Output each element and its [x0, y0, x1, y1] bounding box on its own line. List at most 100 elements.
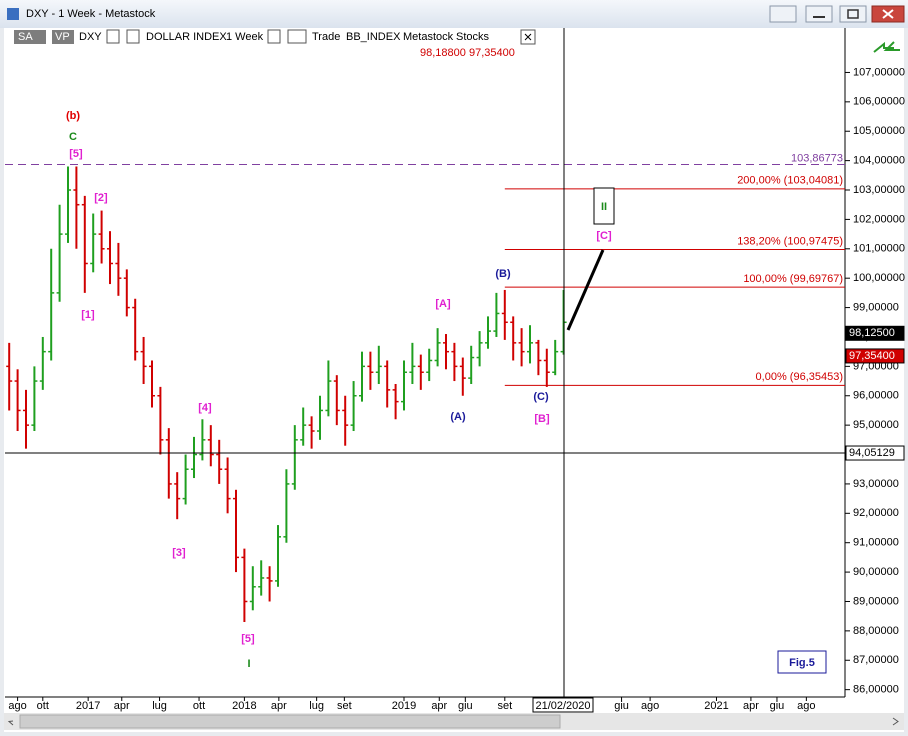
- x-tick-label: apr: [271, 700, 287, 712]
- wave-label: (A): [450, 411, 466, 423]
- y-tick-label: 103,00000: [853, 184, 905, 196]
- trade-icon[interactable]: [873, 41, 900, 53]
- x-tick-label: apr: [431, 700, 447, 712]
- sa-button[interactable]: [14, 30, 46, 44]
- maximize-icon: [847, 9, 859, 19]
- x-tick-label: set: [497, 700, 512, 712]
- price-marker-label: 98,12500: [849, 327, 895, 339]
- sa-label: SA: [18, 31, 33, 43]
- minimize-button[interactable]: [805, 5, 833, 23]
- y-tick-label: 93,00000: [853, 478, 899, 490]
- y-tick-label: 107,00000: [853, 66, 905, 78]
- title-bar: [0, 0, 908, 28]
- quote-ask: 97,35400: [469, 47, 515, 59]
- plot-area: [5, 164, 845, 623]
- refresh-dropdown[interactable]: [287, 29, 307, 44]
- wave-label: (C): [533, 391, 549, 403]
- y-tick-label: 95,00000: [853, 419, 899, 431]
- y-tick-label: 104,00000: [853, 155, 905, 167]
- y-tick-label: 102,00000: [853, 213, 905, 225]
- cursor-date-box: [532, 697, 594, 713]
- vendor: Metastock: [403, 31, 454, 43]
- wave-box: [593, 187, 615, 225]
- wave-label: C: [69, 131, 77, 143]
- wave-label: [4]: [198, 402, 212, 414]
- wave-label: (B): [495, 268, 511, 280]
- y-tick-label: 99,00000: [853, 301, 899, 313]
- close-symbol-icon: [524, 33, 532, 41]
- wave-label: II: [601, 201, 607, 213]
- x-tick-label: 2019: [392, 700, 416, 712]
- y-tick-label: 105,00000: [853, 125, 905, 137]
- source: BB_INDEX: [346, 31, 401, 43]
- x-tick-label: ago: [641, 700, 659, 712]
- projection-line: [566, 249, 605, 331]
- price-marker: [845, 445, 905, 461]
- x-tick-label: ago: [8, 700, 26, 712]
- wave-label: [5]: [241, 633, 255, 645]
- fib-label: 100,00% (99,69767): [743, 273, 843, 285]
- level-label: 103,86773: [791, 152, 843, 164]
- y-tick-label: 92,00000: [853, 507, 899, 519]
- y-tick-label: 91,00000: [853, 537, 899, 549]
- wave-label: [3]: [172, 547, 186, 559]
- symbol-dropdown[interactable]: [106, 29, 120, 44]
- quote-bid: 98,18800: [420, 47, 466, 59]
- restore-button[interactable]: [769, 5, 797, 23]
- x-tick-label: ago: [797, 700, 815, 712]
- compare-dropdown[interactable]: [126, 29, 140, 44]
- wave-label: I: [247, 658, 250, 670]
- wave-label: [B]: [534, 413, 550, 425]
- app-icon: [7, 8, 19, 20]
- wave-label: (b): [66, 110, 80, 122]
- y-tick-label: 88,00000: [853, 625, 899, 637]
- scroll-thumb[interactable]: [19, 714, 561, 729]
- toolbar: SA VP DXY DOLLAR INDEX 1 Week Trade BB_I…: [14, 29, 900, 59]
- x-tick-label: 2018: [232, 700, 256, 712]
- x-tick-label: ott: [193, 700, 205, 712]
- symbol: DXY: [79, 31, 102, 43]
- period: 1 Week: [226, 31, 264, 43]
- y-tick-label: 87,00000: [853, 654, 899, 666]
- price-marker: [845, 325, 905, 341]
- period-dropdown[interactable]: [267, 29, 281, 44]
- x-tick-label: giu: [614, 700, 629, 712]
- scroll-right[interactable]: [892, 717, 899, 726]
- x-tick-label: apr: [743, 700, 759, 712]
- scrollbar[interactable]: [4, 713, 904, 730]
- y-tick-label: 106,00000: [853, 96, 905, 108]
- instrument-kind: Stocks: [456, 31, 490, 43]
- close-icon: [882, 9, 894, 19]
- x-tick-label: set: [337, 700, 352, 712]
- window-buttons[interactable]: [769, 5, 905, 23]
- vp-button[interactable]: [52, 30, 74, 44]
- wave-label: [5]: [69, 148, 83, 160]
- y-tick-label: 100,00000: [853, 272, 905, 284]
- x-tick-label: lug: [309, 700, 324, 712]
- vp-label: VP: [55, 31, 70, 43]
- wave-label: [2]: [94, 192, 108, 204]
- y-tick-label: 90,00000: [853, 566, 899, 578]
- cursor-date: 21/02/2020: [535, 700, 590, 712]
- x-tick-label: ott: [37, 700, 49, 712]
- x-tick-label: giu: [770, 700, 785, 712]
- x-tick-label: lug: [152, 700, 167, 712]
- fib-label: 138,20% (100,97475): [737, 235, 843, 247]
- price-marker-label: 97,35400: [849, 350, 895, 362]
- x-tick-label: 2017: [76, 700, 100, 712]
- maximize-button[interactable]: [839, 5, 867, 23]
- fib-label: 200,00% (103,04081): [737, 175, 843, 187]
- y-tick-label: 89,00000: [853, 595, 899, 607]
- x-tick-label: apr: [114, 700, 130, 712]
- symbol-name: DOLLAR INDEX: [146, 31, 227, 43]
- fib-label: 0,00% (96,35453): [756, 371, 843, 383]
- mode: Trade: [312, 31, 340, 43]
- scroll-left[interactable]: [7, 720, 14, 726]
- window-title: DXY - 1 Week - Metastock: [26, 8, 156, 20]
- figure-label: Fig.5: [789, 657, 815, 669]
- wave-label: [C]: [596, 230, 612, 242]
- figure-box: [777, 650, 827, 674]
- x-tick-label: 2021: [704, 700, 728, 712]
- x-tick-label: giu: [458, 700, 473, 712]
